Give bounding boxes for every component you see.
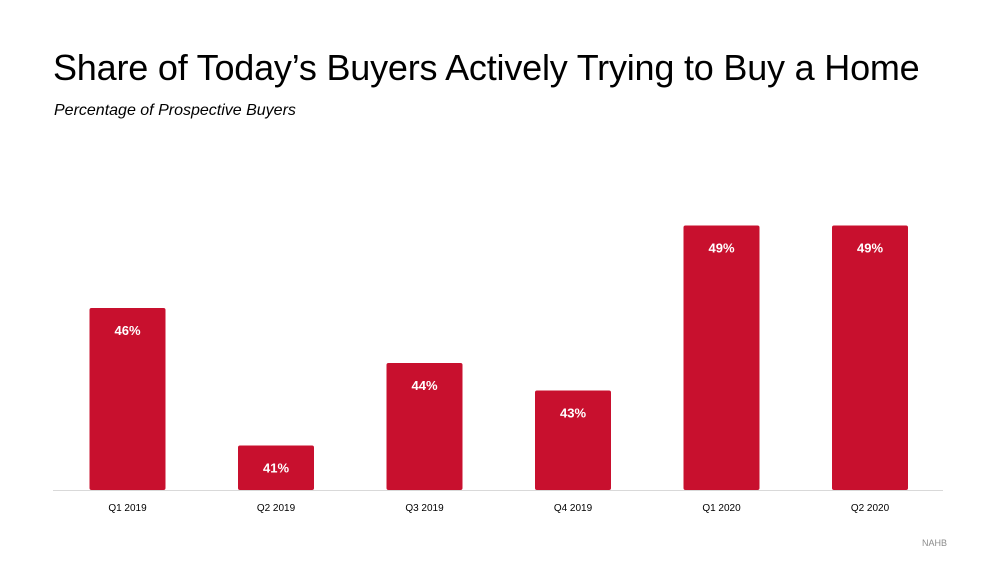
bar-value-label: 41% — [263, 461, 289, 476]
x-tick-label: Q2 2020 — [851, 503, 890, 514]
bar — [238, 445, 314, 490]
x-tick-label: Q3 2019 — [405, 503, 444, 514]
bar — [535, 390, 611, 490]
bar — [683, 225, 760, 490]
bar — [89, 308, 166, 490]
x-tick-label: Q4 2019 — [554, 503, 593, 514]
x-tick-label: Q1 2020 — [702, 503, 741, 514]
bar-value-label: 46% — [114, 323, 140, 338]
bar — [386, 363, 463, 490]
bar — [832, 225, 908, 490]
bar-value-label: 43% — [560, 406, 586, 421]
bar-value-label: 49% — [708, 241, 734, 256]
x-tick-label: Q2 2019 — [257, 503, 296, 514]
x-tick-label: Q1 2019 — [108, 503, 147, 514]
source-label: NAHB — [921, 538, 947, 548]
chart-title: Share of Today’s Buyers Actively Trying … — [53, 47, 920, 88]
bar-value-label: 49% — [857, 241, 883, 256]
chart-subtitle: Percentage of Prospective Buyers — [54, 102, 296, 119]
bar-value-label: 44% — [411, 378, 437, 393]
